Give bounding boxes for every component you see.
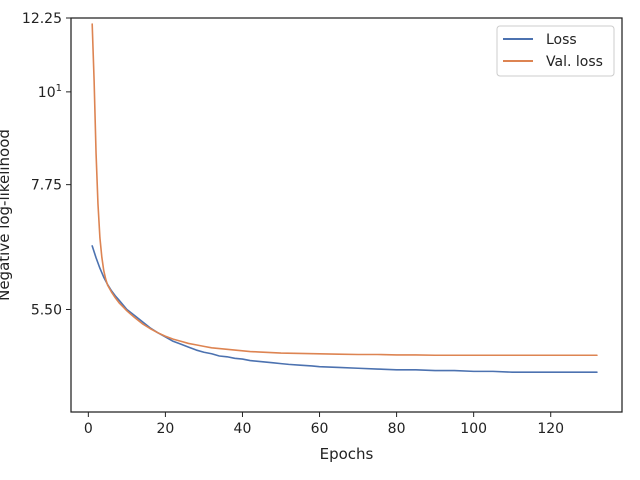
x-axis-title: Epochs: [320, 445, 374, 463]
x-tick-label: 0: [84, 421, 93, 437]
y-axis-title: Negative log-likelihood: [0, 129, 13, 301]
x-tick-label: 120: [537, 421, 564, 437]
y-tick-label: 7.75: [31, 178, 62, 194]
legend-label-val-loss: Val. loss: [546, 54, 603, 70]
x-tick-label: 80: [388, 421, 406, 437]
x-tick-label: 20: [156, 421, 174, 437]
series-line-loss: [91, 245, 598, 373]
y-tick-label: 12.25: [22, 11, 62, 27]
x-tick-label: 100: [460, 421, 487, 437]
legend: Loss Val. loss: [496, 25, 615, 77]
x-axis: 0 20 40 60 80 100 120: [84, 412, 564, 437]
series-line-val-loss: [91, 23, 598, 357]
y-tick-label: 5.50: [31, 302, 62, 318]
legend-label-loss: Loss: [546, 32, 577, 48]
x-tick-label: 40: [234, 421, 252, 437]
x-tick-label: 60: [311, 421, 329, 437]
series-layer: [91, 23, 598, 373]
plot-frame: [70, 17, 623, 413]
